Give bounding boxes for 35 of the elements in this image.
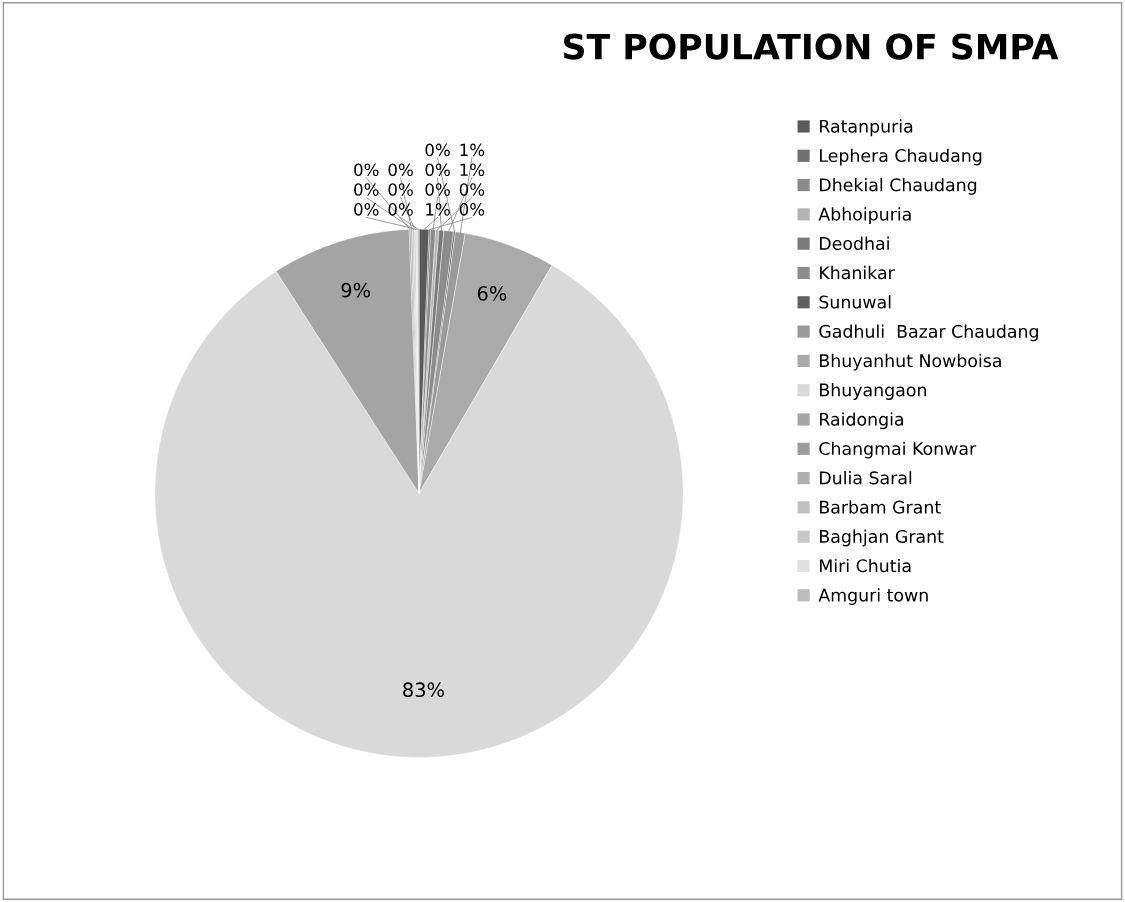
data-label: 0% xyxy=(425,183,450,196)
legend-label: Abhoipuria xyxy=(818,207,911,225)
legend-label: Dhekial Chaudang xyxy=(820,177,977,195)
data-label: 1% xyxy=(460,143,485,157)
data-label: 0% xyxy=(459,183,485,196)
data-label: 9% xyxy=(341,282,371,298)
legend-label: Ratanpuria xyxy=(820,119,913,137)
data-label: 0% xyxy=(354,163,379,177)
data-label: 0% xyxy=(354,203,379,216)
legend-label: Amguri town xyxy=(818,588,928,605)
legend-label: Bhuyanhut Nowboisa xyxy=(820,353,1001,371)
legend-label: Baghjan Grant xyxy=(820,529,944,547)
data-label: 0% xyxy=(425,143,450,157)
legend-label: Lephera Chaudang xyxy=(820,148,982,166)
data-label: 1% xyxy=(460,163,485,177)
legend-label: Changmai Konwar xyxy=(819,441,977,459)
data-label: 83% xyxy=(403,682,444,698)
data-label: 0% xyxy=(388,183,413,196)
data-label: 0% xyxy=(425,163,450,177)
chart-title: ST POPULATION OF SMPA xyxy=(563,33,1059,60)
data-label: 0% xyxy=(388,203,413,216)
legend-label: Miri Chutia xyxy=(820,558,911,573)
data-label: 6% xyxy=(477,285,507,301)
data-label: 0% xyxy=(354,183,379,196)
legend-label: Deodhai xyxy=(820,236,889,250)
legend-label: Khanikar xyxy=(820,265,895,280)
data-label: 0% xyxy=(388,163,413,177)
data-label: 1% xyxy=(426,203,450,216)
legend-label: Raidongia xyxy=(820,412,904,430)
data-label: 0% xyxy=(459,203,485,216)
legend-label: Barbam Grant xyxy=(820,500,941,514)
legend-label: Dulia Saral xyxy=(820,470,912,485)
legend-label: Gadhuli Bazar Chaudang xyxy=(819,324,1038,342)
legend-label: Sunuwal xyxy=(819,295,891,309)
legend-label: Bhuyangaon xyxy=(820,383,926,400)
